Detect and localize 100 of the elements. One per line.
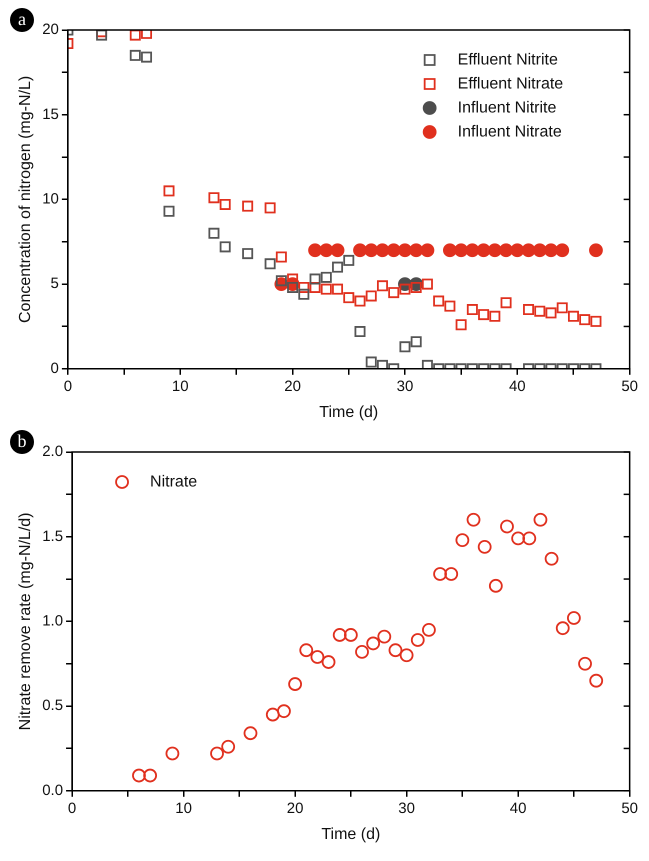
- point: [589, 243, 603, 258]
- point: [343, 254, 354, 266]
- point: [478, 540, 492, 554]
- point: [466, 512, 480, 527]
- point: [466, 304, 478, 316]
- point: [366, 356, 377, 368]
- point: [500, 520, 514, 534]
- point: [264, 202, 276, 214]
- point: [556, 302, 568, 314]
- point: [244, 726, 258, 740]
- point: [589, 674, 604, 688]
- point: [499, 243, 513, 258]
- y-tick-label: 5: [50, 275, 59, 292]
- point: [409, 243, 424, 258]
- point: [355, 644, 369, 659]
- point: [433, 567, 447, 581]
- point: [510, 243, 524, 258]
- point: [344, 628, 358, 642]
- x-tick-label: 30: [398, 800, 415, 817]
- point: [141, 30, 152, 39]
- point: [276, 252, 287, 262]
- point: [478, 309, 490, 320]
- point: [141, 52, 152, 63]
- point: [522, 531, 536, 546]
- y-tick-label: 15: [42, 106, 59, 123]
- legend-label: Effluent Nitrite: [458, 51, 558, 68]
- point: [422, 360, 433, 369]
- point: [399, 284, 410, 295]
- point: [534, 306, 546, 317]
- point: [242, 248, 254, 260]
- x-axis-title: Time (d): [321, 826, 380, 843]
- x-tick-label: 30: [396, 378, 414, 395]
- point: [546, 307, 557, 318]
- point: [444, 567, 458, 581]
- point: [354, 326, 366, 338]
- point: [332, 284, 344, 295]
- y-tick-label: 2.0: [42, 443, 64, 460]
- point: [400, 648, 414, 662]
- point: [590, 316, 602, 327]
- point: [264, 258, 276, 270]
- y-tick-label: 1.5: [42, 528, 64, 545]
- point: [366, 290, 377, 302]
- point: [442, 243, 457, 258]
- point: [465, 243, 480, 258]
- point: [534, 512, 548, 527]
- point: [319, 243, 334, 258]
- point: [266, 708, 280, 722]
- point: [298, 288, 310, 300]
- x-tick-label: 50: [621, 800, 638, 817]
- point: [455, 533, 470, 547]
- x-tick-label: 20: [286, 800, 304, 817]
- point: [330, 243, 344, 258]
- point: [544, 552, 558, 566]
- point: [555, 243, 570, 258]
- point: [208, 228, 220, 239]
- point: [476, 243, 490, 258]
- point: [410, 633, 425, 647]
- y-axis-title: Nitrate remove rate (mg-N/L/d): [17, 512, 34, 730]
- point: [353, 243, 367, 258]
- point: [377, 630, 392, 644]
- point: [287, 282, 298, 293]
- point: [332, 628, 347, 642]
- point: [410, 282, 422, 293]
- y-tick-label: 10: [42, 190, 59, 208]
- point: [354, 296, 366, 307]
- text: a: [10, 8, 34, 32]
- point: [456, 319, 467, 330]
- point: [320, 272, 332, 283]
- point: [288, 677, 302, 691]
- point: [454, 243, 468, 258]
- point: [388, 287, 400, 298]
- point: [488, 243, 502, 258]
- point: [242, 200, 254, 212]
- point: [422, 278, 433, 290]
- y-tick-label: 0: [50, 360, 59, 377]
- x-tick-label: 20: [284, 378, 301, 395]
- point: [322, 655, 336, 669]
- point: [376, 280, 388, 292]
- point: [210, 746, 224, 760]
- point: [332, 262, 344, 273]
- point: [410, 336, 422, 348]
- legend-label: Effluent Nitrate: [458, 75, 564, 92]
- x-axis-title: Time (d): [319, 404, 378, 421]
- point: [433, 296, 444, 307]
- point: [143, 768, 158, 782]
- point: [489, 310, 500, 322]
- legend-label: Nitrate: [150, 473, 198, 490]
- legend-label: Influent Nitrite: [458, 99, 556, 116]
- point: [96, 30, 108, 41]
- point: [420, 243, 434, 258]
- point: [276, 275, 287, 286]
- point: [444, 300, 456, 312]
- point: [399, 341, 410, 352]
- point: [310, 650, 324, 664]
- point: [556, 621, 570, 636]
- point: [388, 643, 402, 658]
- point: [523, 304, 534, 316]
- point: [422, 622, 436, 637]
- point: [164, 185, 174, 196]
- y-tick-label: 20: [42, 21, 59, 38]
